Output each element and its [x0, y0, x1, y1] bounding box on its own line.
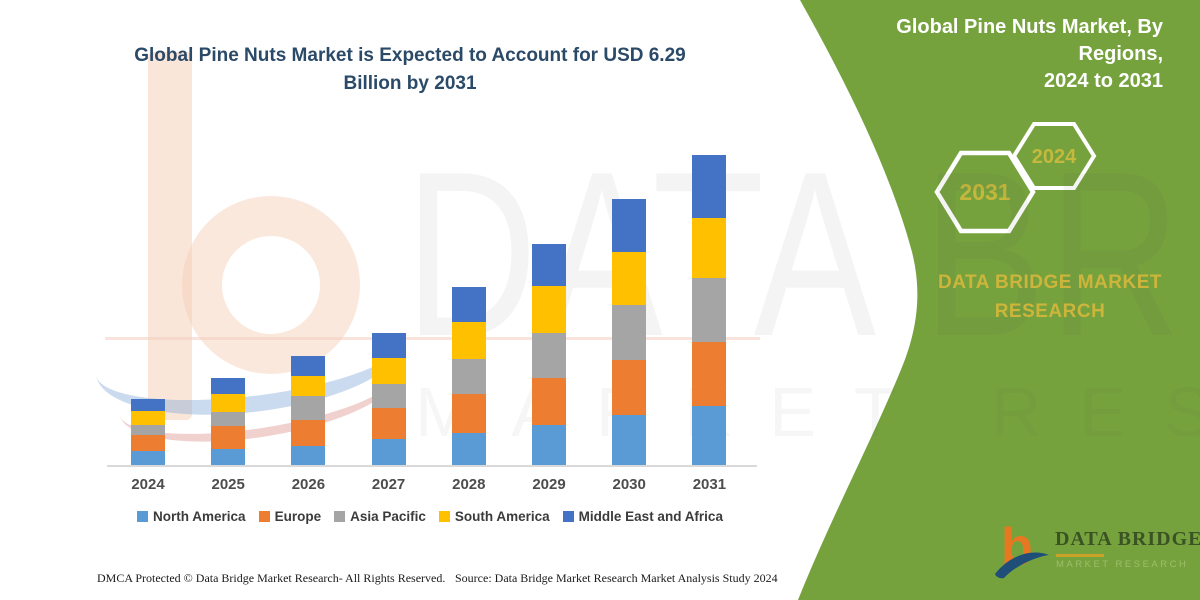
bar-segment-2031-asia-pacific — [692, 277, 727, 343]
legend-item-north-america: North America — [137, 509, 246, 524]
data-bridge-logo-icon: b — [995, 518, 1049, 579]
bar-segment-2031-south-america — [692, 217, 727, 278]
legend-item-asia-pacific: Asia Pacific — [334, 509, 426, 524]
bar-segment-2029-south-america — [532, 286, 566, 333]
legend-label: Middle East and Africa — [578, 509, 723, 524]
x-axis-line — [107, 465, 757, 467]
bar-segment-2024-europe — [131, 435, 165, 452]
brand-name-line2: RESEARCH — [994, 301, 1106, 323]
legend-label: Europe — [274, 509, 322, 524]
bar-segment-2029-asia-pacific — [532, 332, 566, 378]
x-axis-label-2030: 2030 — [612, 476, 646, 493]
bar-segment-2028-asia-pacific — [451, 358, 486, 394]
data-bridge-logo: b DATA BRIDGE MARKET RESEARCH — [993, 518, 1200, 590]
bar-segment-2027-asia-pacific — [371, 384, 406, 408]
legend-swatch-icon — [258, 511, 270, 522]
bar-2026 — [291, 356, 326, 466]
x-axis-label-2028: 2028 — [452, 476, 486, 493]
bar-segment-2029-north-america — [532, 424, 566, 466]
x-axis-label-2027: 2027 — [371, 476, 406, 493]
bar-segment-2024-middle-east-and-africa — [131, 399, 165, 412]
bar-segment-2031-north-america — [692, 406, 727, 466]
hexagon-2024-year: 2024 — [1032, 146, 1077, 168]
logo-wordmark: DATA BRIDGE — [1055, 528, 1200, 550]
legend-label: North America — [153, 509, 246, 524]
chart-legend: North America Europe Asia Pacific South Ame… — [100, 509, 760, 524]
legend-swatch-icon — [334, 511, 346, 522]
bar-segment-2027-europe — [371, 407, 406, 440]
bar-segment-2031-middle-east-and-africa — [692, 154, 727, 218]
bar-2031 — [692, 154, 727, 466]
bar-segment-2029-europe — [532, 377, 566, 425]
bar-segment-2024-asia-pacific — [131, 424, 165, 436]
bar-segment-2027-middle-east-and-africa — [371, 332, 406, 358]
x-axis-label-2029: 2029 — [532, 476, 566, 493]
legend-label: South America — [454, 509, 550, 524]
bar-segment-2026-south-america — [291, 376, 326, 397]
bar-2024 — [131, 399, 165, 466]
legend-item-europe: Europe — [258, 509, 322, 524]
bar-segment-2029-middle-east-and-africa — [532, 243, 566, 286]
bar-segment-2028-middle-east-and-africa — [451, 286, 486, 322]
footer-source: Source: Data Bridge Market Research Mark… — [455, 571, 778, 585]
x-axis-label-2026: 2026 — [291, 476, 326, 493]
bar-segment-2028-europe — [451, 393, 486, 433]
bar-segment-2031-europe — [692, 342, 727, 407]
bar-2028 — [451, 286, 486, 466]
brand-name-line1: DATA BRIDGE MARKET — [938, 272, 1162, 293]
bar-segment-2030-asia-pacific — [612, 305, 647, 361]
panel-heading-line2: 2024 to 2031 — [1044, 70, 1163, 92]
bar-segment-2030-south-america — [612, 252, 647, 306]
legend-swatch-icon — [137, 511, 149, 522]
legend-item-middle-east-and-africa: Middle East and Africa — [562, 509, 723, 524]
bar-2027 — [371, 332, 406, 466]
panel-heading: Global Pine Nuts Market, By Regions, 202… — [818, 14, 1163, 95]
bar-segment-2027-north-america — [371, 439, 406, 466]
panel-heading-line1: Global Pine Nuts Market, By Regions, — [896, 16, 1163, 65]
legend-swatch-icon — [438, 511, 450, 522]
footer-copyright: DMCA Protected © Data Bridge Market Rese… — [97, 571, 446, 585]
bar-segment-2026-middle-east-and-africa — [291, 356, 326, 377]
x-axis-label-2025: 2025 — [211, 476, 245, 493]
hexagon-2031-badge — [934, 150, 1036, 234]
chart-title-line2: Billion by 2031 — [343, 72, 477, 94]
logo-underline — [1056, 554, 1104, 557]
bar-segment-2026-europe — [291, 419, 326, 447]
bar-segment-2026-asia-pacific — [291, 396, 326, 420]
bar-segment-2028-north-america — [451, 432, 486, 466]
logo-tagline: MARKET RESEARCH — [1056, 559, 1189, 570]
bar-segment-2025-europe — [211, 426, 246, 450]
legend-label: Asia Pacific — [350, 509, 426, 524]
x-axis-label-2024: 2024 — [131, 476, 165, 493]
bar-segment-2025-north-america — [211, 449, 246, 466]
bar-segment-2028-south-america — [451, 321, 486, 359]
green-side-panel — [798, 0, 1200, 600]
legend-swatch-icon — [562, 511, 574, 522]
bar-segment-2030-north-america — [612, 415, 647, 466]
bar-segment-2024-south-america — [131, 411, 165, 425]
bar-segment-2024-north-america — [131, 451, 165, 466]
bar-2030 — [612, 198, 647, 466]
bar-segment-2030-europe — [612, 360, 647, 416]
bar-2029 — [532, 243, 566, 466]
bar-segment-2030-middle-east-and-africa — [612, 198, 647, 253]
x-axis-label-2031: 2031 — [692, 476, 727, 493]
brand-name-panel: DATA BRIDGE MARKET RESEARCH — [905, 268, 1195, 327]
bar-segment-2025-asia-pacific — [211, 411, 246, 427]
chart-title: Global Pine Nuts Market is Expected to A… — [100, 42, 720, 97]
chart-title-line1: Global Pine Nuts Market is Expected to A… — [134, 45, 686, 66]
legend-item-south-america: South America — [438, 509, 550, 524]
bar-segment-2027-south-america — [371, 357, 406, 385]
bar-segment-2025-south-america — [211, 393, 246, 412]
hexagon-2031-year: 2031 — [959, 179, 1010, 205]
bar-segment-2025-middle-east-and-africa — [211, 378, 246, 394]
hexagon-2024-badge — [1011, 122, 1097, 190]
bar-segment-2026-north-america — [291, 446, 326, 466]
bar-2025 — [211, 378, 246, 466]
